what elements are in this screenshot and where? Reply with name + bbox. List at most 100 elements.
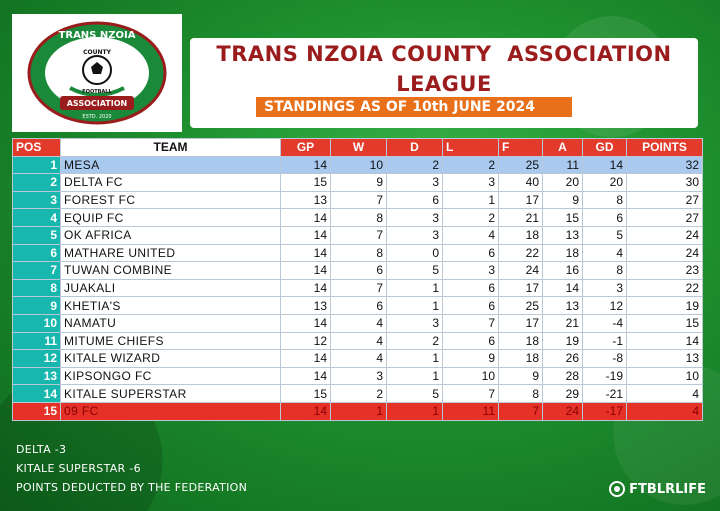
cell-l: 6 (442, 331, 499, 351)
cell-pos: 6 (12, 243, 61, 263)
cell-w: 7 (330, 190, 387, 210)
cell-d: 1 (386, 349, 443, 368)
cell-pos: 10 (12, 313, 61, 333)
column-header-w: W (330, 138, 387, 157)
cell-l: 6 (442, 243, 499, 263)
standings-table: POS TEAM GP W D L F A GD POINTS 1 MESA 14 1… (12, 138, 703, 421)
cell-gd: 8 (582, 190, 627, 210)
cell-f: 25 (498, 155, 543, 175)
cell-points: 23 (626, 261, 703, 280)
cell-d: 3 (386, 173, 443, 192)
cell-points: 19 (626, 296, 703, 315)
cell-pos: 11 (12, 331, 61, 351)
cell-d: 1 (386, 296, 443, 315)
cell-l: 2 (442, 208, 499, 227)
cell-a: 20 (542, 173, 583, 192)
cell-a: 11 (542, 155, 583, 175)
table-row: 13 KIPSONGO FC 14 3 1 10 9 28 -19 10 (12, 366, 703, 386)
cell-points: 13 (626, 349, 703, 368)
cell-l: 7 (442, 384, 499, 403)
cell-team: EQUIP FC (60, 208, 281, 227)
cell-points: 14 (626, 331, 703, 351)
cell-points: 4 (626, 401, 703, 421)
cell-gd: 4 (582, 243, 627, 263)
cell-d: 3 (386, 313, 443, 333)
cell-w: 7 (330, 278, 387, 298)
cell-a: 13 (542, 225, 583, 245)
cell-a: 9 (542, 190, 583, 210)
cell-gp: 14 (280, 261, 331, 280)
table-row: 14 KITALE SUPERSTAR 15 2 5 7 8 29 -21 4 (12, 384, 703, 403)
cell-points: 27 (626, 190, 703, 210)
cell-gp: 15 (280, 173, 331, 192)
cell-a: 21 (542, 313, 583, 333)
cell-w: 2 (330, 384, 387, 403)
column-header-points: POINTS (626, 138, 703, 157)
cell-gd: 14 (582, 155, 627, 175)
cell-f: 17 (498, 278, 543, 298)
cell-f: 40 (498, 173, 543, 192)
cell-points: 24 (626, 225, 703, 245)
cell-pos: 14 (12, 384, 61, 403)
cell-a: 26 (542, 349, 583, 368)
cell-w: 6 (330, 261, 387, 280)
standings-table-container: POS TEAM GP W D L F A GD POINTS 1 MESA 14 1… (12, 138, 703, 421)
cell-gp: 14 (280, 349, 331, 368)
cell-points: 30 (626, 173, 703, 192)
cell-gp: 14 (280, 208, 331, 227)
table-row: 5 OK AFRICA 14 7 3 4 18 13 5 24 (12, 225, 703, 245)
cell-a: 16 (542, 261, 583, 280)
column-header-f: F (498, 138, 543, 157)
cell-a: 28 (542, 366, 583, 386)
standings-date-badge: STANDINGS AS OF 10th JUNE 2024 (256, 97, 572, 117)
cell-pos: 15 (12, 401, 61, 421)
table-body: 1 MESA 14 10 2 2 25 11 14 32 2 DELTA FC 15 9 3 3 40 20 20 3… (12, 155, 703, 421)
cell-gp: 14 (280, 366, 331, 386)
cell-f: 18 (498, 331, 543, 351)
svg-text:FOOTBALL: FOOTBALL (82, 89, 112, 95)
cell-w: 10 (330, 155, 387, 175)
cell-gp: 13 (280, 190, 331, 210)
association-logo: TRANS NZOIA COUNTY FOOTBALL ASSOCIATION … (12, 14, 182, 132)
cell-w: 8 (330, 243, 387, 263)
table-row: 1 MESA 14 10 2 2 25 11 14 32 (12, 155, 703, 175)
cell-gp: 14 (280, 401, 331, 421)
cell-gp: 14 (280, 278, 331, 298)
cell-f: 17 (498, 190, 543, 210)
note-delta: DELTA -3 (16, 443, 67, 456)
cell-a: 18 (542, 243, 583, 263)
cell-w: 7 (330, 225, 387, 245)
cell-f: 17 (498, 313, 543, 333)
cell-gd: -21 (582, 384, 627, 403)
table-row: 4 EQUIP FC 14 8 3 2 21 15 6 27 (12, 208, 703, 227)
table-header-row: POS TEAM GP W D L F A GD POINTS (12, 138, 703, 157)
cell-gd: -17 (582, 401, 627, 421)
brand-watermark: FTBLRLIFE (609, 481, 706, 497)
cell-pos: 3 (12, 190, 61, 210)
cell-pos: 1 (12, 155, 61, 175)
cell-d: 1 (386, 366, 443, 386)
table-row: 10 NAMATU 14 4 3 7 17 21 -4 15 (12, 313, 703, 333)
column-header-a: A (542, 138, 583, 157)
cell-team: MATHARE UNITED (60, 243, 281, 263)
brand-name: FTBLRLIFE (629, 481, 706, 497)
cell-a: 19 (542, 331, 583, 351)
cell-gd: 8 (582, 261, 627, 280)
table-row: 12 KITALE WIZARD 14 4 1 9 18 26 -8 13 (12, 349, 703, 368)
cell-w: 4 (330, 313, 387, 333)
cell-w: 6 (330, 296, 387, 315)
cell-points: 27 (626, 208, 703, 227)
page-title: TRANS NZOIA COUNTY ASSOCIATION (216, 42, 672, 66)
cell-team: KHETIA'S (60, 296, 281, 315)
svg-text:ASSOCIATION: ASSOCIATION (67, 99, 128, 108)
cell-d: 1 (386, 401, 443, 421)
cell-points: 10 (626, 366, 703, 386)
cell-l: 3 (442, 173, 499, 192)
cell-w: 4 (330, 349, 387, 368)
cell-gp: 14 (280, 243, 331, 263)
cell-l: 1 (442, 190, 499, 210)
cell-d: 2 (386, 155, 443, 175)
page-title-league: LEAGUE (396, 72, 492, 96)
cell-team: DELTA FC (60, 173, 281, 192)
cell-f: 18 (498, 225, 543, 245)
